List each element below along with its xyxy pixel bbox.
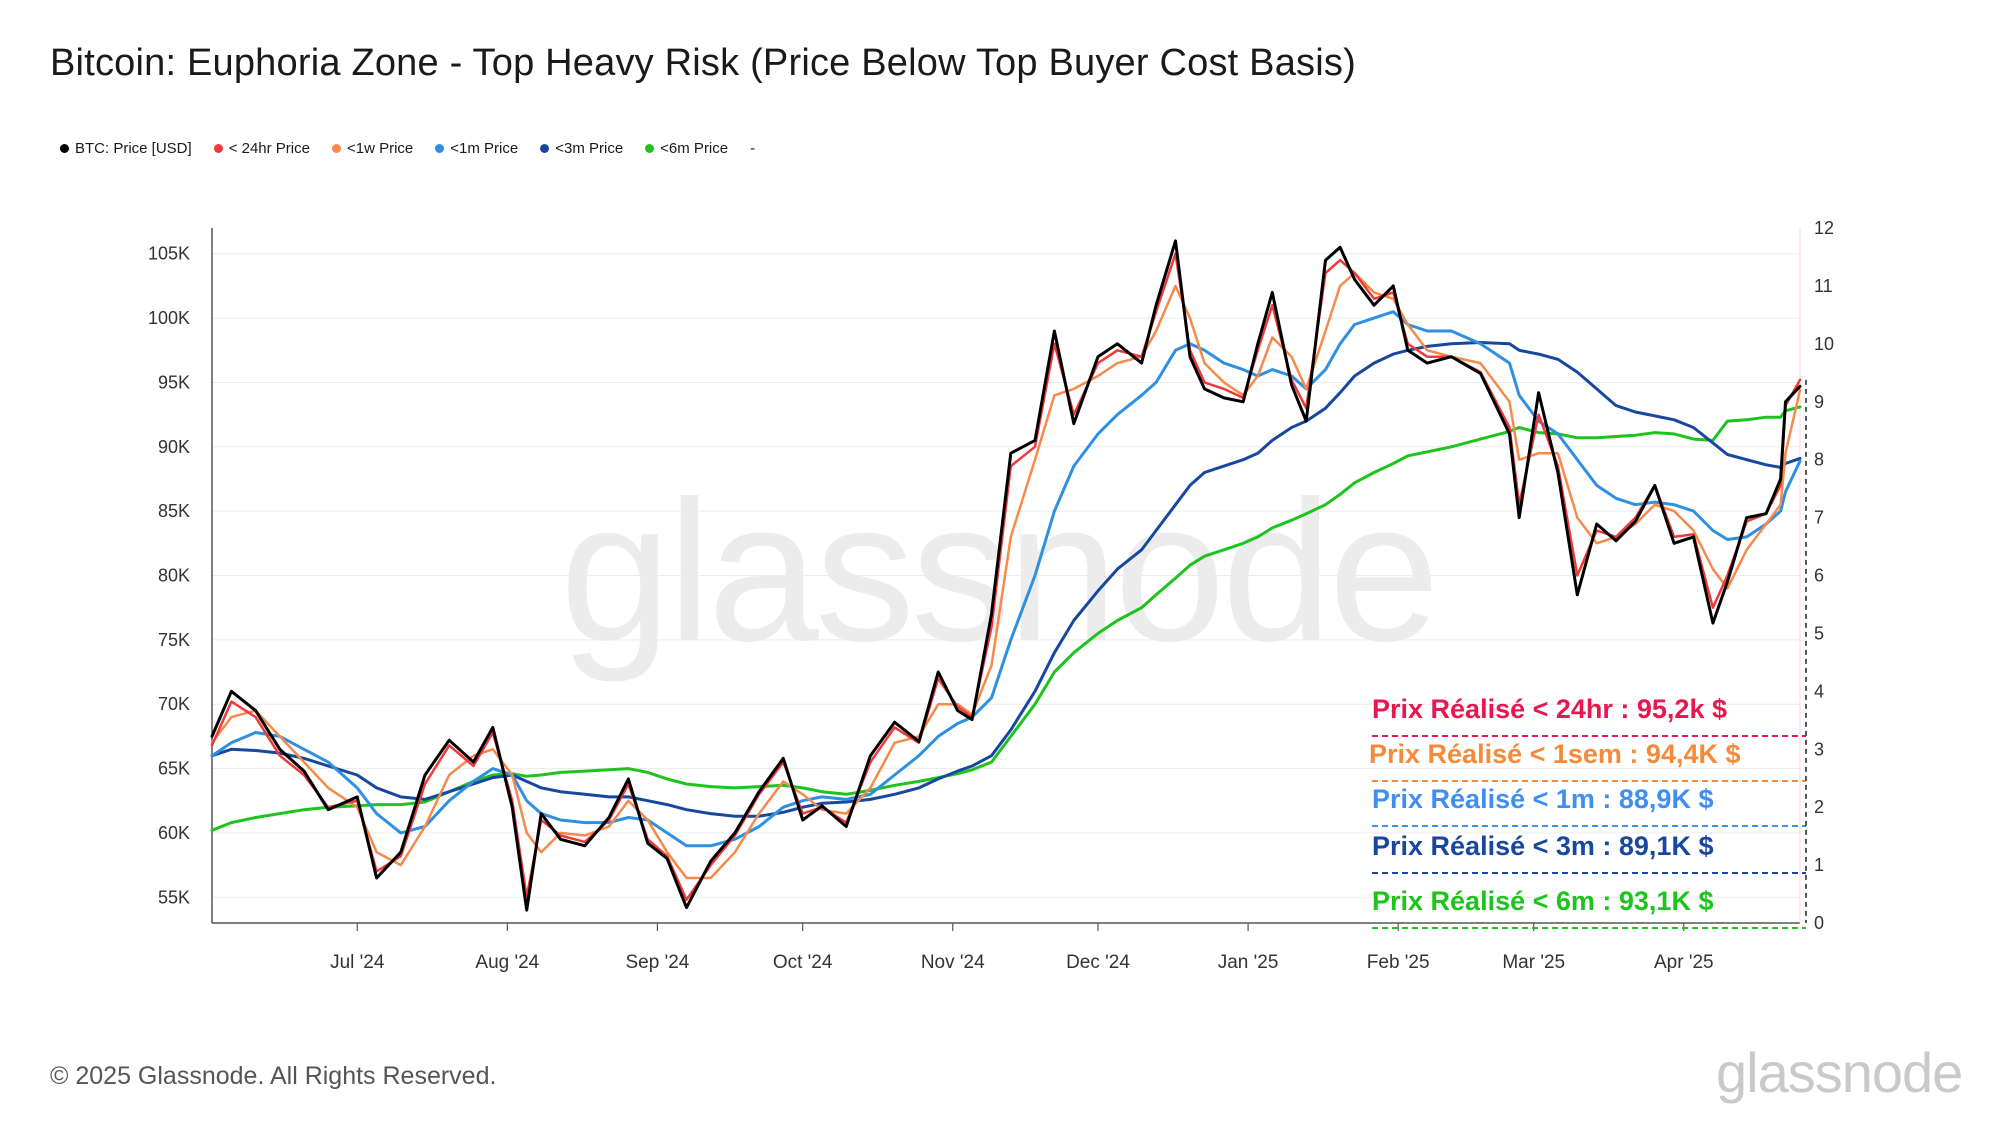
y-right-tick-label: 7 (1814, 508, 1824, 528)
annotation-layer: Prix Réalisé < 24hr : 95,2k $ Prix Réalis… (1369, 379, 1807, 929)
y-tick-label: 85K (158, 501, 190, 521)
y-right-tick-label: 3 (1814, 739, 1824, 759)
annotation-label: Prix Réalisé < 3m : 89,1K $ (1372, 831, 1713, 861)
copyright-text: © 2025 Glassnode. All Rights Reserved. (50, 1062, 497, 1090)
x-tick-label: Aug '24 (475, 952, 539, 973)
x-tick-label: Apr '25 (1654, 952, 1714, 973)
y-right-tick-label: 0 (1814, 913, 1824, 933)
series-line (210, 405, 1802, 832)
legend-label: - (750, 140, 756, 157)
x-tick-label: Feb '25 (1367, 952, 1430, 973)
y-tick-label: 75K (158, 630, 190, 650)
legend-item[interactable]: <1m Price (435, 140, 518, 157)
x-tick-label: Oct '24 (773, 952, 833, 973)
legend-item[interactable]: <3m Price (540, 140, 623, 157)
y-right-tick-label: 11 (1814, 276, 1833, 296)
legend: BTC: Price [USD] < 24hr Price <1w Price <1m… (60, 140, 777, 157)
legend-marker-icon (540, 144, 550, 153)
legend-marker-icon (435, 144, 445, 153)
y-tick-label: 80K (158, 566, 190, 586)
y-right-tick-label: 6 (1814, 566, 1824, 586)
y-right-tick-label: 5 (1814, 623, 1824, 643)
series-line (210, 310, 1802, 848)
legend-marker-icon (60, 144, 69, 153)
legend-label: < 24hr Price (228, 140, 310, 157)
annotation-label: Prix Réalisé < 1sem : 94,4K $ (1369, 739, 1741, 769)
x-tick-label: Sep '24 (625, 952, 689, 973)
y-tick-label: 65K (158, 759, 190, 779)
legend-item[interactable]: < 24hr Price (213, 140, 310, 157)
x-tick-label: Nov '24 (921, 952, 985, 973)
brand-logo: glassnode (1716, 1041, 1963, 1104)
y-right-tick-label: 9 (1814, 392, 1824, 412)
series-line (210, 271, 1802, 880)
watermark-logo: glassnode (560, 460, 1436, 683)
legend-item[interactable]: <6m Price (645, 140, 728, 157)
legend-marker-icon (331, 144, 341, 153)
series-line (210, 341, 1802, 818)
annotation-label: Prix Réalisé < 24hr : 95,2k $ (1372, 694, 1727, 724)
series-layer (210, 239, 1802, 912)
y-tick-label: 70K (158, 694, 190, 714)
annotation-label: Prix Réalisé < 1m : 88,9K $ (1372, 784, 1713, 814)
y-right-tick-label: 12 (1814, 218, 1834, 238)
y-tick-label: 100K (148, 308, 190, 328)
y-tick-label: 90K (158, 437, 190, 457)
chart-title: Bitcoin: Euphoria Zone - Top Heavy Risk … (50, 42, 1356, 84)
legend-label: <1m Price (450, 140, 519, 157)
series-line (210, 239, 1802, 912)
legend-item[interactable]: - (750, 140, 755, 157)
legend-marker-icon (213, 144, 223, 153)
y-tick-label: 95K (158, 372, 190, 392)
legend-label: <6m Price (660, 140, 729, 157)
y-tick-label: 60K (158, 823, 190, 843)
legend-item[interactable]: BTC: Price [USD] (60, 140, 192, 157)
legend-label: BTC: Price [USD] (75, 140, 192, 157)
legend-marker-icon (645, 144, 655, 153)
x-tick-label: Jul '24 (330, 952, 385, 973)
y-tick-label: 55K (158, 887, 190, 907)
y-right-tick-label: 2 (1814, 797, 1824, 817)
legend-label: <1w Price (346, 140, 414, 157)
legend-label: <3m Price (555, 140, 624, 157)
legend-item[interactable]: <1w Price (331, 140, 414, 157)
y-right-tick-label: 1 (1814, 855, 1824, 875)
x-tick-label: Mar '25 (1502, 952, 1565, 973)
annotation-label: Prix Réalisé < 6m : 93,1K $ (1372, 886, 1713, 916)
y-right-tick-label: 4 (1814, 681, 1824, 701)
grid-lines (212, 253, 1800, 898)
y-tick-label: 105K (148, 244, 190, 264)
axes: 55K60K65K70K75K80K85K90K95K100K105K01234… (148, 218, 1834, 973)
x-tick-label: Jan '25 (1218, 952, 1279, 973)
y-right-tick-label: 10 (1814, 334, 1834, 354)
y-right-tick-label: 8 (1814, 450, 1824, 470)
x-tick-label: Dec '24 (1066, 952, 1130, 973)
